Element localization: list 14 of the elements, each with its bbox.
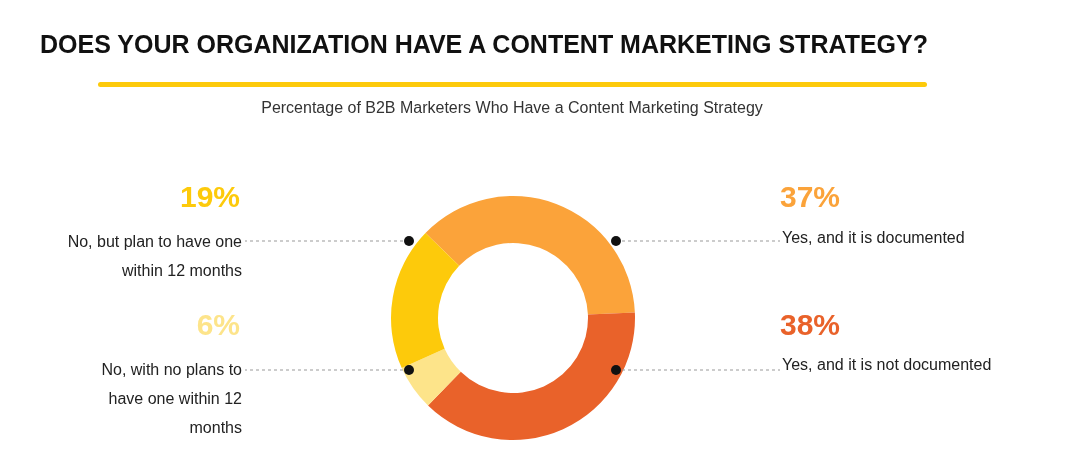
donut-slice (425, 196, 635, 315)
donut-slice (391, 233, 460, 369)
data-label: 37% (780, 180, 841, 214)
data-label: 38% (780, 308, 841, 342)
slice-label: Yes, and it is not documented (782, 355, 992, 375)
slice-label: No, but plan to have one within 12 months (67, 232, 242, 281)
data-label: 19% (179, 180, 240, 214)
data-label: 6% (196, 308, 240, 342)
slice-label: No, with no plans to have one within 12 months (100, 360, 242, 438)
donut-slice (428, 312, 635, 440)
donut-slice (401, 348, 461, 406)
chart-subtitle: Percentage of B2B Marketers Who Have a Content Marketing Strategy (260, 99, 764, 117)
slice-label: Yes, and it is documented (782, 228, 965, 248)
chart-title: DOES YOUR ORGANIZATION HAVE A CONTENT MARKETING STRATEGY? (40, 30, 928, 59)
